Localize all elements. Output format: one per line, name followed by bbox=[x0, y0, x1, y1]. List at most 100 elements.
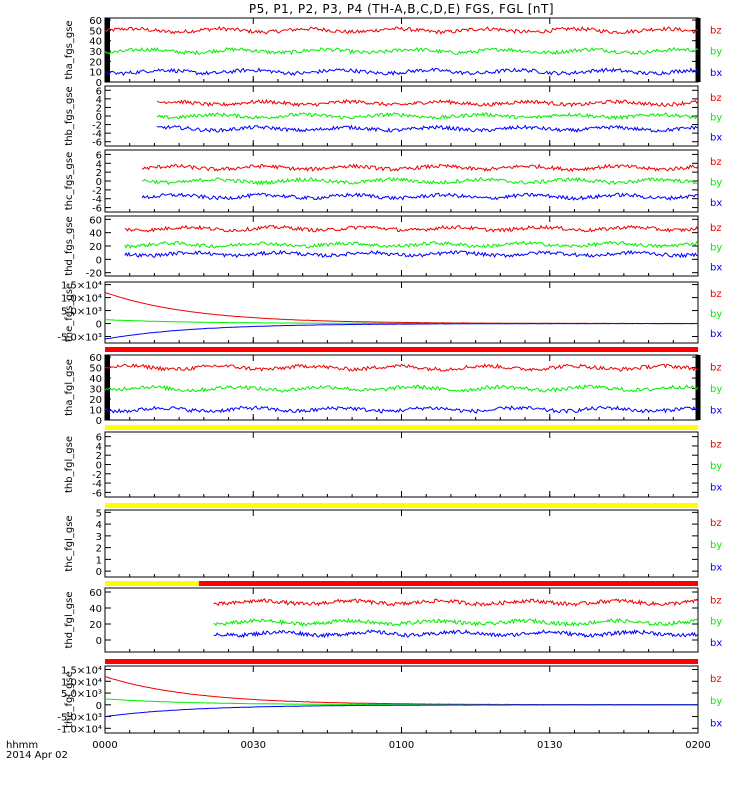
ytick-label: 0 bbox=[96, 701, 102, 712]
legend-bx: bx bbox=[710, 132, 722, 143]
legend-bz: bz bbox=[710, 518, 722, 529]
series-by bbox=[104, 384, 699, 394]
series-by bbox=[124, 240, 699, 249]
ytick-label: 60 bbox=[89, 16, 102, 27]
ytick-label: -6 bbox=[92, 138, 102, 149]
legend-bx: bx bbox=[710, 68, 722, 79]
panel-ylabel: thc_fgs_gse bbox=[64, 152, 75, 211]
panel-ylabel: the_fgs_gse bbox=[64, 283, 75, 342]
ytick-label: -2 bbox=[92, 121, 102, 132]
ytick-label: 40 bbox=[89, 604, 102, 615]
ytick-label: 1.5×10⁴ bbox=[61, 281, 102, 292]
legend-by: by bbox=[710, 178, 722, 189]
legend-by: by bbox=[710, 113, 722, 124]
ytick-label: 0 bbox=[96, 78, 102, 89]
panel-frame bbox=[104, 215, 699, 277]
series-bx bbox=[104, 322, 698, 340]
ytick-label: 6 bbox=[96, 150, 102, 161]
time-tick-label: 0000 bbox=[92, 740, 117, 751]
ytick-label: -2 bbox=[92, 470, 102, 481]
legend-bz: bz bbox=[710, 93, 722, 104]
ytick-label: 30 bbox=[89, 385, 102, 396]
panel-frame bbox=[104, 665, 699, 734]
legend-bz: bz bbox=[710, 289, 722, 300]
series-bz bbox=[156, 98, 699, 108]
time-tick-label: 0130 bbox=[537, 740, 562, 751]
ytick-label: 10 bbox=[89, 68, 102, 79]
ytick-label: -4 bbox=[92, 129, 102, 140]
series-bx bbox=[104, 405, 699, 414]
legend-by: by bbox=[710, 384, 722, 395]
flag-bar-yellow bbox=[105, 503, 698, 508]
ytick-label: 1.0×10⁴ bbox=[61, 294, 102, 305]
ytick-label: -2 bbox=[92, 186, 102, 197]
ytick-label: -6 bbox=[92, 488, 102, 499]
ytick-label: 60 bbox=[89, 353, 102, 364]
series-bz bbox=[104, 25, 699, 35]
legend-bz: bz bbox=[710, 440, 722, 451]
flag-bar-yellow bbox=[105, 425, 698, 430]
panel-ylabel: thc_fgl_gse bbox=[64, 515, 75, 571]
panel-ylabel: the_fgl_gse bbox=[64, 671, 75, 728]
ytick-label: 60 bbox=[89, 588, 102, 599]
panel-frame bbox=[104, 431, 699, 498]
ytick-label: 1 bbox=[96, 555, 102, 566]
ytick-label: -5.0×10³ bbox=[57, 333, 102, 344]
time-tick-label: 0030 bbox=[241, 740, 266, 751]
ytick-label: 1.5×10⁴ bbox=[61, 666, 102, 677]
flag-bar-red bbox=[198, 581, 698, 586]
ytick-label: 6 bbox=[96, 86, 102, 97]
ytick-label: 5 bbox=[96, 508, 102, 519]
legend-bz: bz bbox=[710, 674, 722, 685]
panel-ylabel: thd_fgs_gse bbox=[64, 216, 75, 275]
ytick-label: 40 bbox=[89, 229, 102, 240]
legend-bx: bx bbox=[710, 483, 722, 494]
ytick-label: 0 bbox=[96, 320, 102, 331]
ytick-label: 0 bbox=[96, 567, 102, 578]
series-bz bbox=[104, 676, 698, 706]
panel-ylabel: thb_fgs_gse bbox=[64, 86, 75, 145]
ytick-label: 1.0×10⁴ bbox=[61, 677, 102, 688]
ytick-label: 4 bbox=[96, 159, 102, 170]
panel-ylabel: tha_fgl_gse bbox=[64, 359, 75, 416]
dropout-bar bbox=[695, 18, 701, 82]
legend-bx: bx bbox=[710, 329, 722, 340]
ytick-label: -1.0×10⁴ bbox=[57, 724, 102, 735]
series-bz bbox=[213, 598, 699, 607]
series-by bbox=[156, 111, 699, 121]
ytick-label: 50 bbox=[89, 26, 102, 37]
legend-bx: bx bbox=[710, 262, 722, 273]
legend-by: by bbox=[710, 696, 722, 707]
ytick-label: 0 bbox=[96, 255, 102, 266]
panel-frame bbox=[104, 149, 699, 213]
flag-bars bbox=[105, 347, 698, 664]
flag-bar-red bbox=[105, 659, 698, 664]
ytick-label: -4 bbox=[92, 195, 102, 206]
series-bz bbox=[141, 163, 699, 173]
ytick-label: 0 bbox=[96, 177, 102, 188]
dropout-bar bbox=[105, 355, 110, 420]
ytick-label: 5.0×10³ bbox=[61, 307, 102, 318]
legend-bz: bz bbox=[710, 223, 722, 234]
panel-thd_fgl_gse: 0 20 40 60 thd_fgl_gse bz by bx bbox=[64, 587, 722, 653]
time-tick-label: 0200 bbox=[685, 740, 710, 751]
ytick-label: 20 bbox=[89, 395, 102, 406]
ytick-label: 2 bbox=[96, 168, 102, 179]
ytick-label: 30 bbox=[89, 47, 102, 58]
ytick-label: 0 bbox=[96, 461, 102, 472]
ytick-label: 50 bbox=[89, 364, 102, 375]
ytick-label: 4 bbox=[96, 95, 102, 106]
legend-bx: bx bbox=[710, 198, 722, 209]
date-label: 2014 Apr 02 bbox=[6, 750, 68, 761]
ytick-label: -6 bbox=[92, 204, 102, 215]
panel-the_fgl_gse: -1.0×10⁴-5.0×10³05.0×10³1.0×10⁴1.5×10⁴th… bbox=[57, 665, 722, 735]
legend-by: by bbox=[710, 243, 722, 254]
flag-bar-red bbox=[105, 347, 698, 352]
legend-bx: bx bbox=[710, 562, 722, 573]
series-bx bbox=[156, 124, 699, 133]
